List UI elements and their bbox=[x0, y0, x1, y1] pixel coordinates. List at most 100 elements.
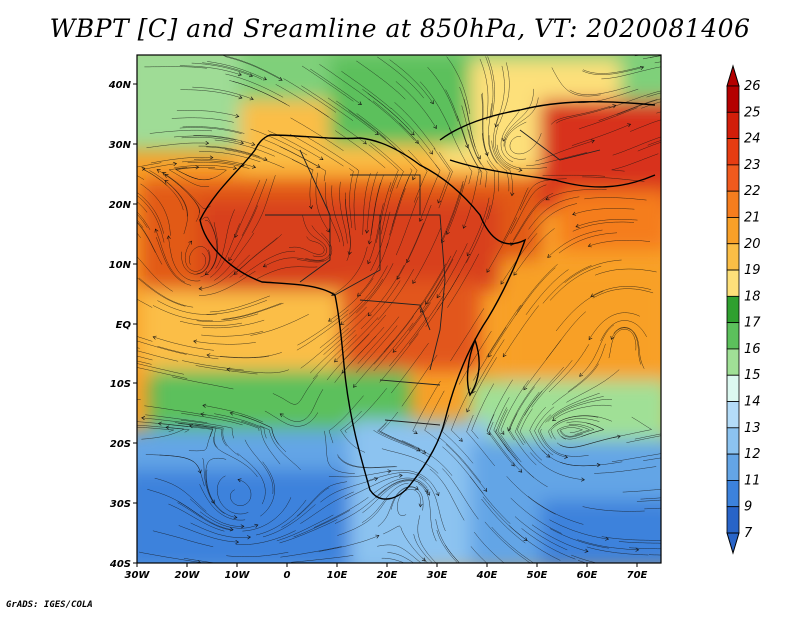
streamline bbox=[335, 130, 386, 169]
streamline bbox=[571, 554, 598, 563]
streamline-arrowhead bbox=[635, 547, 640, 552]
streamline bbox=[433, 147, 451, 204]
streamline bbox=[280, 546, 342, 558]
streamline bbox=[341, 326, 385, 374]
streamline-arrowhead bbox=[639, 66, 644, 71]
streamline bbox=[642, 55, 661, 60]
streamline bbox=[564, 259, 622, 283]
streamline-arrowhead bbox=[237, 478, 242, 483]
streamline bbox=[362, 480, 414, 514]
streamline bbox=[418, 483, 437, 542]
streamline bbox=[137, 426, 174, 432]
streamline-arrowhead bbox=[590, 293, 595, 297]
streamline bbox=[485, 56, 494, 118]
streamline bbox=[630, 119, 661, 132]
streamline bbox=[529, 406, 550, 458]
streamline bbox=[383, 302, 423, 353]
streamline-arrowhead bbox=[374, 477, 379, 482]
streamline-arrowhead bbox=[610, 335, 615, 340]
streamline bbox=[481, 92, 488, 155]
streamline bbox=[199, 254, 250, 290]
streamline-arrowhead bbox=[247, 535, 251, 540]
streamline-arrowhead bbox=[518, 167, 523, 172]
streamline bbox=[144, 66, 207, 69]
streamline bbox=[137, 350, 179, 362]
streamline bbox=[634, 433, 661, 440]
streamline bbox=[608, 90, 661, 109]
streamline bbox=[575, 219, 638, 228]
streamline bbox=[551, 105, 611, 125]
streamline bbox=[262, 504, 316, 538]
streamline bbox=[290, 117, 344, 151]
colorbar-level-label: 9 bbox=[744, 500, 752, 515]
streamline bbox=[224, 149, 285, 169]
streamline-arrowhead bbox=[546, 453, 551, 458]
colorbar-boxes bbox=[726, 85, 740, 534]
streamline bbox=[506, 476, 556, 515]
streamline bbox=[138, 551, 201, 563]
streamline bbox=[137, 399, 141, 401]
streamline bbox=[582, 506, 645, 512]
streamline-arrowhead bbox=[612, 104, 617, 109]
streamline-arrowhead bbox=[367, 240, 372, 245]
streamline-arrowhead bbox=[357, 101, 362, 106]
streamline bbox=[491, 526, 535, 563]
streamline bbox=[315, 172, 330, 233]
streamline bbox=[474, 531, 505, 563]
streamline bbox=[551, 67, 601, 97]
streamline bbox=[159, 454, 205, 487]
streamline-arrowhead bbox=[579, 372, 584, 377]
streamline-arrowhead bbox=[665, 88, 668, 92]
streamline-arrowhead bbox=[279, 413, 284, 418]
streamline bbox=[497, 409, 522, 463]
colorbar-box bbox=[726, 190, 740, 218]
streamline bbox=[178, 423, 227, 447]
streamline bbox=[302, 214, 328, 258]
colorbar-level-label: 17 bbox=[744, 316, 761, 331]
coastlines bbox=[199, 101, 656, 500]
streamline bbox=[188, 246, 210, 275]
streamline bbox=[323, 312, 370, 355]
streamline-arrowhead bbox=[228, 257, 233, 262]
streamline bbox=[579, 324, 614, 377]
streamline-arrowhead bbox=[670, 450, 673, 454]
streamline bbox=[618, 541, 661, 544]
streamline bbox=[137, 162, 162, 180]
streamline bbox=[572, 208, 635, 215]
streamline bbox=[547, 396, 604, 422]
streamline bbox=[377, 544, 422, 563]
lon-label: 50E bbox=[527, 570, 548, 581]
streamline bbox=[459, 86, 476, 148]
streamline bbox=[547, 229, 603, 258]
streamline-arrowhead bbox=[500, 280, 505, 285]
streamline bbox=[349, 168, 354, 229]
streamline bbox=[608, 328, 637, 359]
streamline-arrowhead bbox=[126, 364, 129, 368]
colorbar-box bbox=[726, 138, 740, 166]
streamline bbox=[137, 277, 186, 307]
colorbar-level-label: 7 bbox=[744, 526, 753, 541]
streamline bbox=[601, 66, 661, 80]
streamline-arrowhead bbox=[195, 165, 200, 170]
streamline bbox=[571, 123, 631, 146]
tick-marks bbox=[133, 83, 638, 567]
streamline bbox=[260, 461, 275, 517]
streamline bbox=[174, 166, 213, 181]
streamline bbox=[319, 306, 367, 349]
streamline bbox=[187, 161, 250, 169]
streamline bbox=[472, 339, 505, 394]
streamline bbox=[519, 408, 543, 461]
streamline-arrowhead bbox=[141, 166, 146, 171]
streamline bbox=[194, 423, 239, 456]
streamline-arrowhead bbox=[552, 417, 557, 422]
streamline bbox=[200, 413, 260, 431]
streamline bbox=[484, 521, 531, 563]
streamline-arrowhead bbox=[705, 132, 708, 136]
lon-label: 10E bbox=[327, 570, 348, 581]
streamline-arrowhead bbox=[251, 142, 256, 146]
streamline-arrowhead bbox=[694, 49, 697, 53]
lon-label: 10W bbox=[225, 570, 251, 581]
streamline bbox=[466, 205, 491, 263]
streamline bbox=[213, 436, 258, 478]
streamline bbox=[241, 420, 281, 465]
